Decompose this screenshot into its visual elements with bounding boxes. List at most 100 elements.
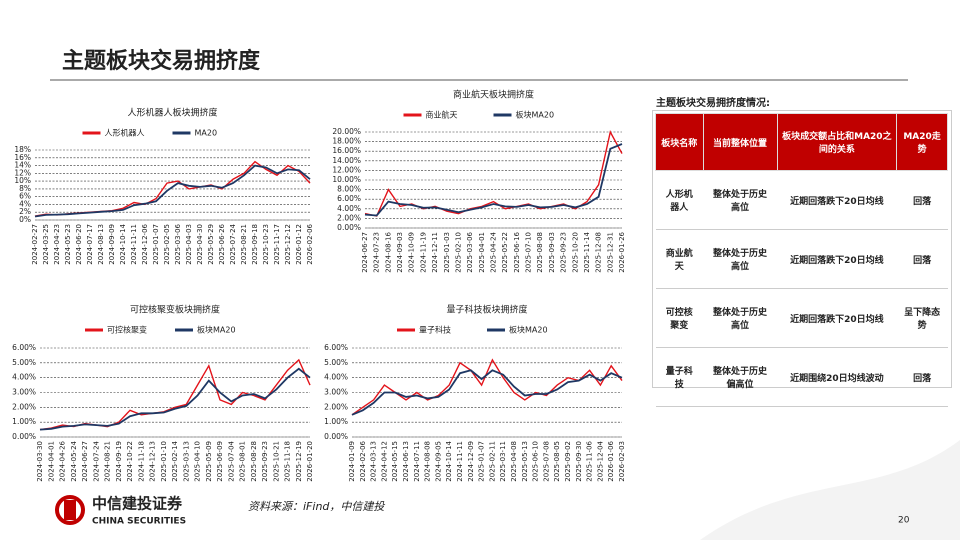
x-tick-label: 2025-02-14 <box>171 440 179 481</box>
x-tick-label: 2024-04-12 <box>380 441 388 482</box>
x-tick-label: 2025-06-09 <box>216 441 224 482</box>
y-tick-label: 2.00% <box>12 402 36 411</box>
series-line <box>351 369 623 416</box>
table-row: 人形机器人 整体处于历史高位 近期回落跌下20日均线 回落 <box>655 170 948 230</box>
table-cell: 近期回落跌下20日均线 <box>777 229 897 289</box>
table-cell: 整体处于历史高位 <box>703 288 778 348</box>
x-tick-label: 2025-09-18 <box>251 224 259 265</box>
x-tick-label: 2025-01-10 <box>160 441 168 482</box>
y-tick-label: 2.00% <box>324 402 348 411</box>
x-tick-label: 2025-12-12 <box>284 224 292 265</box>
x-tick-label: 2025-02-05 <box>163 224 171 265</box>
x-tick-label: 2024-08-13 <box>97 224 105 265</box>
x-tick-label: 2025-06-16 <box>513 231 521 272</box>
x-tick-label: 2024-12-06 <box>141 223 149 264</box>
legend-label: 可控核聚变 <box>107 325 147 335</box>
x-tick-label: 2025-08-28 <box>250 441 258 482</box>
table: 板块名称 当前整体位置 板块成交额占比和MA20之间的关系 MA20走势 人形机器人 整体… <box>655 113 948 407</box>
logo-text: 中信建投证券 <box>92 495 183 513</box>
chart-title: 商业航天板块拥挤度 <box>453 89 534 101</box>
x-tick-label: 2024-11-11 <box>456 441 464 482</box>
x-tick-label: 2024-07-17 <box>86 224 94 265</box>
x-tick-label: 2024-09-09 <box>108 224 116 265</box>
table-cell: 整体处于历史高位 <box>703 170 778 230</box>
legend-label: 板块MA20 <box>197 325 236 335</box>
legend-label: 板块MA20 <box>509 325 548 335</box>
x-tick-label: 2025-05-22 <box>501 232 509 273</box>
x-tick-label: 2024-08-08 <box>424 441 432 482</box>
x-tick-label: 2025-01-07 <box>152 224 160 265</box>
x-tick-label: 2024-05-15 <box>391 441 399 482</box>
table-cell: 呈下降态势 <box>896 288 948 348</box>
x-tick-label: 2024-04-01 <box>47 441 55 482</box>
y-tick-label: 6.00% <box>324 343 348 352</box>
x-tick-label: 2024-10-09 <box>408 232 416 273</box>
y-tick-label: 20.00% <box>332 127 361 136</box>
y-tick-label: 0% <box>19 215 31 224</box>
x-tick-label: 2024-01-09 <box>348 441 356 482</box>
x-tick-label: 2025-03-06 <box>466 231 474 272</box>
legend-label: 板块MA20 <box>516 110 555 120</box>
x-tick-label: 2025-11-18 <box>284 441 292 482</box>
x-tick-label: 2025-04-08 <box>510 441 518 482</box>
x-tick-label: 2026-01-06 <box>607 440 615 481</box>
x-tick-label: 2024-07-24 <box>92 440 100 481</box>
x-tick-label: 2025-01-07 <box>478 441 486 482</box>
x-tick-label: 2024-10-14 <box>119 223 127 264</box>
x-tick-label: 2025-10-21 <box>272 441 280 482</box>
y-tick-label: 14.00% <box>332 156 361 165</box>
x-tick-label: 2025-02-10 <box>454 232 462 273</box>
x-tick-label: 2024-12-11 <box>431 232 439 273</box>
x-tick-label: 2024-11-19 <box>419 232 427 273</box>
series-line <box>34 164 311 218</box>
x-tick-label: 2026-01-26 <box>618 231 626 272</box>
x-tick-label: 2025-11-17 <box>273 224 281 265</box>
x-tick-label: 2025-09-03 <box>548 232 556 273</box>
x-tick-label: 2025-08-05 <box>553 441 561 482</box>
table-row: 量子科技 整体处于历史偏高位 近期围绕20日均线波动 回落 <box>655 347 948 407</box>
x-tick-label: 2024-08-21 <box>104 441 112 482</box>
legend-label: 量子科技 <box>419 325 451 335</box>
x-tick-label: 2024-12-13 <box>149 441 157 482</box>
y-tick-label: 4.00% <box>337 204 361 213</box>
x-tick-label: 2025-07-24 <box>229 223 237 264</box>
x-tick-label: 2026-02-03 <box>618 441 626 482</box>
y-tick-label: 0.00% <box>324 432 348 441</box>
x-tick-label: 2025-12-19 <box>295 441 303 482</box>
slide-title: 主题板块交易拥挤度 <box>62 48 261 74</box>
logo-icon <box>55 495 85 525</box>
y-tick-label: 6.00% <box>337 194 361 203</box>
x-tick-label: 2025-03-06 <box>174 223 182 264</box>
y-tick-label: 2% <box>19 207 31 216</box>
x-tick-label: 2025-11-14 <box>583 231 591 272</box>
table-cell: 回落 <box>896 229 948 289</box>
x-tick-label: 2025-09-23 <box>560 232 568 273</box>
x-tick-label: 2024-06-13 <box>402 441 410 482</box>
series-line <box>351 358 623 416</box>
page-number: 20 <box>898 516 910 526</box>
y-tick-label: 6.00% <box>12 343 36 352</box>
y-tick-label: 4.00% <box>324 373 348 382</box>
x-tick-label: 2025-12-04 <box>596 440 604 481</box>
x-tick-label: 2025-05-13 <box>521 441 529 482</box>
x-tick-label: 2025-10-20 <box>571 232 579 273</box>
x-tick-label: 2024-05-24 <box>70 440 78 481</box>
y-tick-label: 0.00% <box>337 223 361 232</box>
table-cell: 整体处于历史高位 <box>703 229 778 289</box>
table-title: 主题板块交易拥挤度情况: <box>656 96 770 109</box>
x-tick-label: 2025-12-31 <box>606 232 614 273</box>
y-tick-label: 6% <box>19 192 31 201</box>
table-cell: 近期围绕20日均线波动 <box>777 347 897 407</box>
x-tick-label: 2025-03-13 <box>182 441 190 482</box>
x-tick-label: 2025-04-30 <box>196 224 204 265</box>
table-row: 可控核聚变 整体处于历史高位 近期回落跌下20日均线 呈下降态势 <box>655 288 948 348</box>
x-tick-label: 2025-10-23 <box>262 224 270 265</box>
table-header-cell: 板块成交额占比和MA20之间的关系 <box>776 113 898 171</box>
x-tick-label: 2025-07-08 <box>542 441 550 482</box>
table-cell: 回落 <box>896 347 948 407</box>
y-tick-label: 10% <box>14 176 31 185</box>
x-tick-label: 2024-05-23 <box>64 224 72 265</box>
x-tick-label: 2024-10-14 <box>445 440 453 481</box>
